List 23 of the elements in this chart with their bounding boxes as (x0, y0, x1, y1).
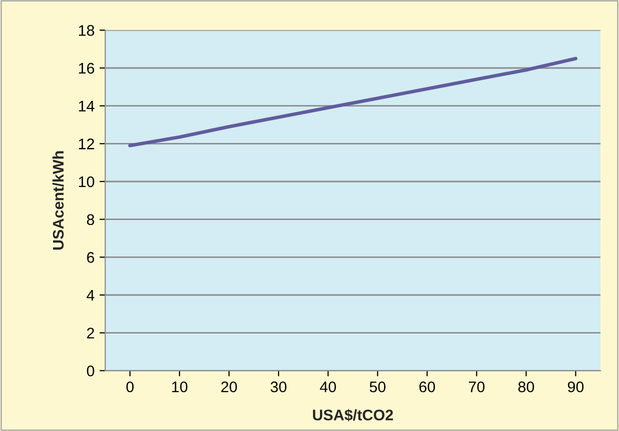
x-tick-label: 70 (468, 381, 485, 392)
y-tick-label: 4 (86, 290, 94, 301)
x-tick-label: 50 (370, 381, 386, 392)
y-tick-label: 16 (78, 62, 94, 74)
x-tick-label: 30 (270, 381, 286, 392)
x-tick-label: 90 (568, 381, 584, 392)
x-tick-label: 10 (172, 381, 188, 392)
x-tick-label: 20 (221, 381, 237, 392)
y-tick-label: 18 (78, 25, 94, 36)
y-tick-label: 12 (78, 138, 94, 150)
y-tick-label: 8 (86, 214, 94, 226)
x-tick-label: 60 (419, 381, 436, 392)
x-tick-label: 40 (320, 381, 336, 392)
x-axis-title: USA$/tCO2 (313, 408, 393, 422)
x-tick-label: 80 (518, 381, 534, 392)
y-tick-label: 10 (78, 176, 94, 188)
x-tick-label: 0 (126, 381, 134, 392)
y-tick-label: 14 (78, 100, 94, 112)
line-series (128, 56, 578, 148)
y-tick-label: 2 (87, 328, 94, 338)
y-tick-label: 0 (86, 366, 94, 376)
y-axis-title: USAcent/kWh (52, 151, 64, 250)
y-tick-label: 6 (87, 252, 94, 263)
